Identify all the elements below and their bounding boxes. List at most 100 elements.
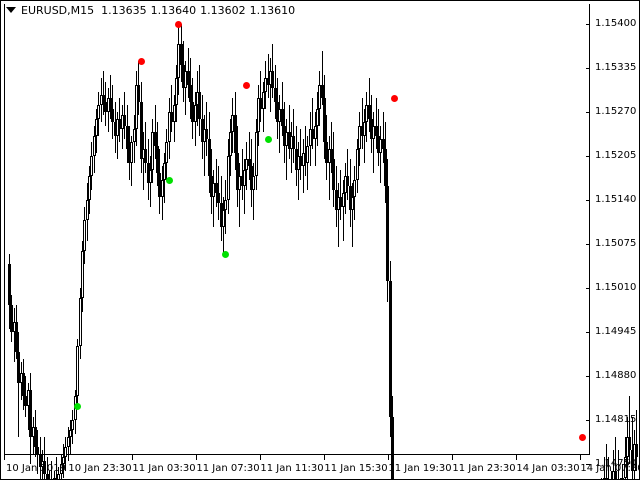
candle-wick (612, 450, 614, 479)
time-axis-label: 11 Jan 07:30 (196, 463, 260, 474)
candle-body (43, 460, 47, 475)
candle-body (193, 105, 197, 123)
candle-body (17, 352, 21, 383)
price-axis-tick (586, 464, 590, 465)
candle-body (198, 91, 202, 119)
candle-body (235, 152, 239, 190)
time-axis-tick (388, 455, 389, 460)
price-axis-tick (586, 376, 590, 377)
candle-wick (340, 169, 342, 221)
candle-wick (305, 125, 307, 177)
time-axis-label: 11 Jan 19:30 (388, 463, 452, 474)
candle-wick (347, 149, 349, 200)
candle-wick (241, 149, 243, 200)
candle-wick (51, 460, 53, 479)
candle-body (247, 159, 251, 167)
candle-body (33, 426, 37, 448)
time-axis-tick (452, 455, 453, 460)
candle-body (243, 169, 246, 187)
candle-body (292, 135, 296, 150)
candle-body (353, 179, 357, 197)
price-axis-label: 1.14750 (595, 458, 637, 469)
candle-body (153, 132, 157, 146)
candle-wick (18, 332, 20, 437)
candle-body (358, 125, 362, 150)
price-axis-label: 1.15140 (595, 194, 637, 205)
candle-body (381, 139, 385, 150)
price-axis-tick (586, 112, 590, 113)
candle-wick (267, 54, 269, 99)
candle-body (226, 156, 230, 200)
price-axis-tick (586, 68, 590, 69)
candle-body (64, 447, 68, 458)
candle-wick (281, 81, 283, 136)
candle-wick (70, 420, 72, 454)
candle-wick (382, 112, 384, 163)
candle-body (109, 98, 113, 109)
candle-wick (218, 166, 220, 221)
candle-wick (13, 308, 15, 363)
candle-body (332, 159, 336, 190)
candle-body (341, 193, 345, 207)
price-axis-label: 1.15335 (595, 62, 637, 73)
time-axis-line (4, 454, 590, 455)
candle-body (224, 200, 228, 211)
price-axis-label: 1.14880 (595, 370, 637, 381)
buy-signal-marker (264, 136, 272, 144)
ohlc-open-value: 1.13635 (101, 3, 147, 17)
candle-body (83, 220, 87, 251)
candle-body (228, 132, 232, 156)
candle-body (623, 457, 627, 478)
candle-body (329, 149, 333, 160)
candle-wick (117, 112, 119, 160)
ohlc-high-value: 1.13640 (150, 3, 197, 17)
candle-body (628, 436, 632, 451)
candle-body (188, 84, 192, 102)
candle-body (374, 125, 378, 136)
candle-wick (269, 57, 271, 112)
candle-body (635, 443, 639, 458)
candle-body (144, 149, 148, 163)
candle-body (66, 436, 70, 448)
candle-body (167, 112, 171, 143)
time-axis-label: 10 Jan 2019 (6, 463, 66, 474)
candle-body (252, 176, 256, 190)
candle-body (165, 142, 169, 163)
candle-body (386, 186, 390, 282)
buy-signal-marker (74, 403, 82, 411)
candle-body (80, 250, 84, 299)
candle-body (633, 443, 637, 471)
candle-body (29, 389, 33, 437)
candle-body (71, 420, 75, 431)
time-axis-label: 11 Jan 23:30 (452, 463, 516, 474)
candle-body (69, 430, 73, 437)
time-axis-tick (132, 455, 133, 460)
price-axis-tick (586, 200, 590, 201)
time-axis-label: 14 Jan 03:30 (516, 463, 580, 474)
sell-signal-marker (175, 21, 183, 28)
candle-wick (27, 382, 29, 431)
price-axis-tick (586, 156, 590, 157)
price-axis-label: 1.14945 (595, 326, 637, 337)
price-axis-tick (586, 420, 590, 421)
time-axis-label: 11 Jan 15:30 (324, 463, 388, 474)
candle-body (261, 91, 265, 109)
candle-body (388, 281, 392, 417)
candle-wick (636, 409, 638, 471)
candle-body (621, 477, 625, 479)
chevron-down-icon[interactable] (6, 7, 16, 13)
price-axis-label: 1.15400 (595, 18, 637, 29)
price-axis-label: 1.15010 (595, 282, 637, 293)
candle-wick (629, 396, 631, 464)
candle-wick (204, 115, 206, 177)
candle-wick (260, 71, 262, 123)
candle-wick (248, 132, 250, 180)
candle-body (8, 264, 11, 305)
candle-wick (253, 162, 255, 221)
candle-wick (342, 179, 344, 241)
candle-wick (298, 142, 300, 200)
candlestick-plot-area[interactable] (4, 19, 639, 479)
candle-wick (363, 108, 365, 163)
candle-body (315, 108, 319, 126)
candle-body (322, 98, 326, 143)
